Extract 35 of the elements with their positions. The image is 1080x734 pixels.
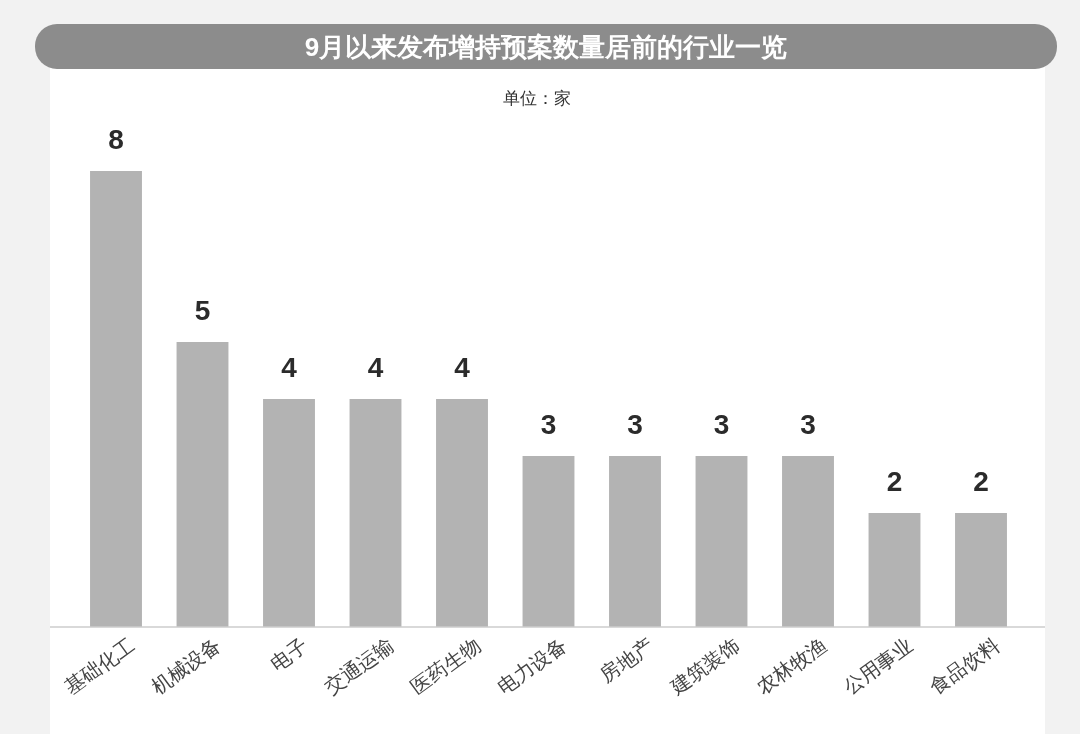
chart-subtitle: 单位：家 xyxy=(503,89,571,108)
bar xyxy=(176,342,229,627)
x-tick-label: 交通运输 xyxy=(320,633,398,699)
data-label: 2 xyxy=(973,466,989,497)
x-tick-label: 食品饮料 xyxy=(925,633,1004,699)
bar xyxy=(609,456,661,627)
x-tick-label: 机械设备 xyxy=(147,633,225,699)
x-tick-label: 医药生物 xyxy=(406,633,485,699)
data-label: 5 xyxy=(194,295,211,326)
bar xyxy=(782,456,834,627)
data-label: 4 xyxy=(454,352,471,383)
bar xyxy=(522,456,575,627)
x-tick-label: 电子 xyxy=(266,633,312,675)
data-label: 4 xyxy=(367,352,384,383)
bar xyxy=(349,399,402,627)
x-tick-label: 农林牧渔 xyxy=(752,633,831,699)
data-label: 3 xyxy=(713,409,730,440)
data-label: 8 xyxy=(108,124,124,155)
x-tick-label: 基础化工 xyxy=(60,633,139,699)
bar xyxy=(695,456,748,627)
x-tick-label: 建筑装饰 xyxy=(665,633,744,699)
x-tick-label: 公用事业 xyxy=(839,633,917,699)
data-label: 2 xyxy=(886,466,903,497)
bar xyxy=(955,513,1007,627)
data-label: 3 xyxy=(800,409,816,440)
bar xyxy=(90,171,142,627)
bar xyxy=(868,513,921,627)
chart-title: 9月以来发布增持预案数量居前的行业一览 xyxy=(304,32,788,62)
bar xyxy=(436,399,488,627)
bar xyxy=(263,399,315,627)
data-label: 3 xyxy=(627,409,643,440)
x-tick-label: 电力设备 xyxy=(493,633,571,699)
x-tick-label: 房地产 xyxy=(595,633,658,687)
data-label: 3 xyxy=(540,409,557,440)
data-label: 4 xyxy=(281,352,298,383)
